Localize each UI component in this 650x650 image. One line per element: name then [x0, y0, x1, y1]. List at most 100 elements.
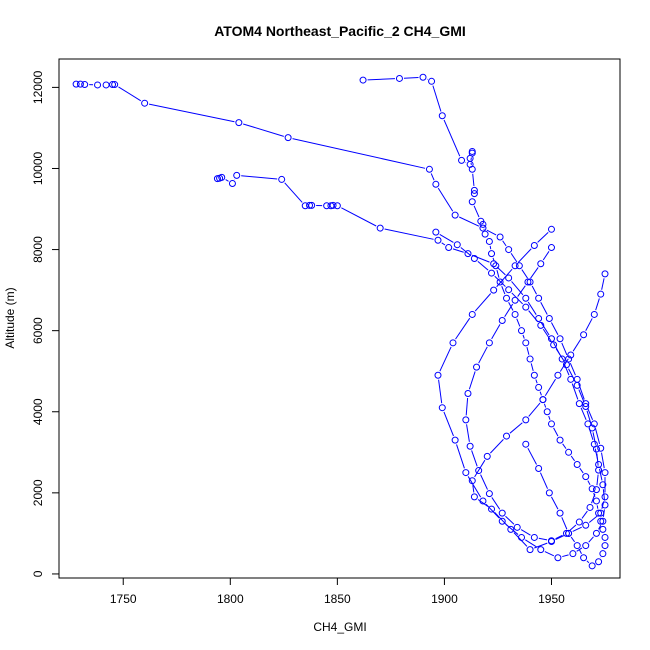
series-line-segment	[578, 389, 585, 403]
data-point	[503, 432, 511, 440]
y-axis-label: Altitude (m)	[3, 287, 17, 348]
series-line-segment	[544, 551, 555, 557]
series-line-segment	[430, 173, 435, 181]
series-line-segment	[586, 410, 592, 424]
data-point	[562, 361, 570, 369]
series-line-segment	[540, 301, 548, 315]
series-line-segment	[438, 379, 443, 404]
data-point	[432, 228, 440, 236]
series-line-segment	[516, 318, 521, 327]
series-line-segment	[569, 524, 577, 531]
data-point	[599, 550, 607, 558]
data-point	[72, 80, 80, 88]
data-point	[483, 452, 491, 460]
data-point	[233, 171, 241, 179]
data-point	[522, 440, 530, 448]
data-point	[518, 327, 526, 335]
data-point	[511, 296, 519, 304]
data-point	[141, 99, 149, 107]
data-point	[511, 310, 519, 318]
data-point	[473, 363, 481, 371]
series-line-segment	[548, 415, 551, 420]
series-line-segment	[595, 298, 600, 311]
data-point	[470, 190, 478, 198]
x-tick-label: 1950	[538, 592, 565, 606]
data-point	[599, 517, 607, 525]
data-point	[490, 260, 498, 268]
data-point	[547, 335, 555, 343]
data-point	[434, 236, 442, 244]
data-point	[601, 270, 609, 278]
data-point	[468, 198, 476, 206]
series-line-segment	[472, 485, 475, 493]
series-line-segment	[555, 348, 565, 362]
data-point	[539, 396, 547, 404]
series-line-segment	[455, 317, 471, 340]
series-line-segment	[588, 515, 598, 523]
series-line-segment	[474, 459, 486, 478]
series-line-segment	[579, 467, 584, 474]
data-point	[395, 74, 403, 82]
series-line-segment	[437, 187, 454, 212]
data-point	[94, 81, 102, 89]
series-line-segment	[439, 233, 454, 243]
series-line-segment	[550, 322, 559, 336]
data-point	[582, 473, 590, 481]
series-line-segment	[491, 497, 501, 510]
data-point	[470, 493, 478, 501]
series-line-segment	[511, 281, 524, 296]
series-line-segment	[596, 453, 599, 466]
data-point	[554, 371, 562, 379]
series-line-segment	[522, 334, 525, 339]
series-line-segment	[539, 472, 548, 489]
series-line-segment	[452, 248, 464, 253]
data-point	[550, 341, 558, 349]
series-line-segment	[591, 493, 596, 504]
series-line-segment	[494, 275, 506, 287]
data-point	[485, 339, 493, 347]
data-point	[428, 77, 436, 85]
y-tick-label: 12000	[31, 70, 45, 104]
series-line-segment	[601, 278, 605, 290]
data-point	[592, 529, 600, 537]
series-line-segment	[550, 496, 559, 510]
data-point	[582, 542, 590, 550]
series-layer	[72, 73, 609, 570]
data-point	[462, 416, 470, 424]
data-point	[81, 81, 89, 89]
data-point	[498, 317, 506, 325]
series-line-segment	[531, 285, 537, 295]
data-point	[492, 262, 500, 270]
data-point	[284, 134, 292, 142]
series-line-segment	[439, 346, 452, 372]
series-line-segment	[525, 539, 538, 548]
series-line-segment	[586, 560, 590, 564]
series-line-segment	[598, 524, 602, 530]
data-point	[554, 554, 562, 562]
data-point	[565, 448, 573, 456]
series-line-segment	[241, 175, 278, 180]
data-point	[526, 278, 534, 286]
series-line-segment	[553, 427, 559, 437]
data-point	[543, 408, 551, 416]
series-line-segment	[502, 240, 507, 247]
data-point	[588, 485, 596, 493]
series-line-segment	[535, 379, 538, 384]
series-line-segment	[585, 318, 593, 331]
data-point	[595, 558, 603, 566]
series-line-segment	[576, 547, 583, 552]
series-line-segment	[580, 407, 587, 420]
data-point	[522, 416, 530, 424]
data-point	[592, 497, 600, 505]
series-line-segment	[542, 251, 550, 261]
data-point	[547, 420, 555, 428]
data-point	[278, 175, 286, 183]
series-line-segment	[474, 293, 492, 312]
data-point	[466, 442, 474, 450]
data-point	[592, 486, 600, 494]
series-line-segment	[148, 103, 235, 123]
data-point	[518, 533, 526, 541]
data-point	[535, 465, 543, 473]
data-point	[575, 518, 583, 526]
